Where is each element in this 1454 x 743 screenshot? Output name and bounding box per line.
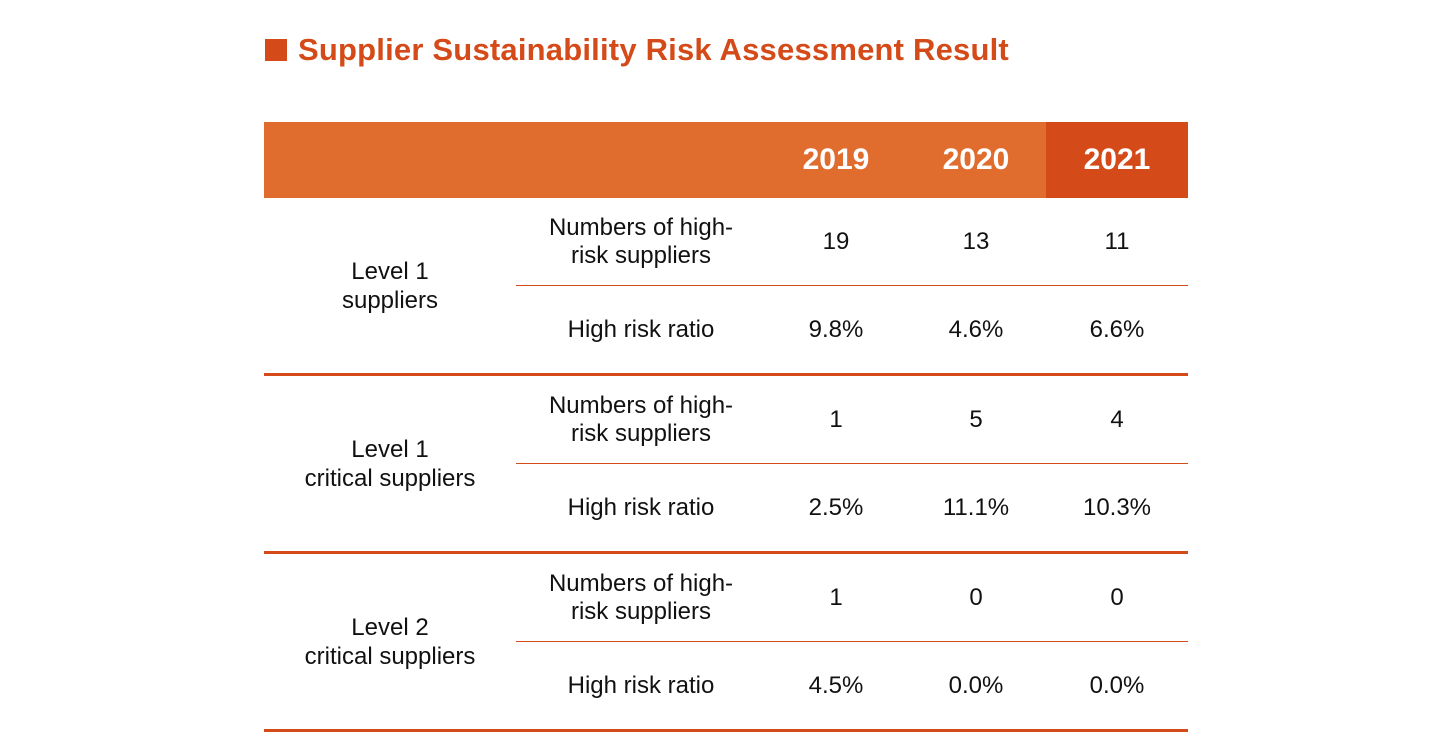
metric-label-high-risk-ratio: High risk ratio bbox=[516, 463, 766, 554]
group-label-level1-suppliers: Level 1 suppliers bbox=[264, 198, 516, 376]
metric-line: risk suppliers bbox=[570, 241, 712, 269]
metric-line: Numbers of high- bbox=[548, 391, 734, 419]
value-cell: 4 bbox=[1046, 374, 1188, 464]
page-title: Supplier Sustainability Risk Assessment … bbox=[298, 32, 1009, 67]
metric-line: risk suppliers bbox=[570, 597, 712, 625]
group-label-level2-critical-suppliers: Level 2 critical suppliers bbox=[264, 552, 516, 732]
value-cell: 10.3% bbox=[1046, 463, 1188, 554]
group-label-line: suppliers bbox=[341, 286, 439, 314]
value-cell: 1 bbox=[766, 552, 906, 642]
value-cell: 4.6% bbox=[906, 285, 1046, 376]
table-row: High risk ratio 4.5% 0.0% 0.0% bbox=[264, 641, 1188, 732]
table-row: Level 1 critical suppliers Numbers of hi… bbox=[264, 374, 1188, 554]
header-year-2019: 2019 bbox=[766, 122, 906, 198]
title-square-icon bbox=[265, 39, 287, 61]
group-label-line: Level 2 bbox=[351, 613, 429, 641]
value-cell: 0.0% bbox=[1046, 641, 1188, 732]
group-label-line: Level 1 bbox=[351, 257, 429, 285]
value-cell: 6.6% bbox=[1046, 285, 1188, 376]
value-cell: 11.1% bbox=[906, 463, 1046, 554]
table-row: Level 1 suppliers Numbers of high- risk … bbox=[264, 198, 1188, 376]
metric-line: Numbers of high- bbox=[548, 213, 734, 241]
header-year-2020: 2020 bbox=[906, 122, 1046, 198]
metric-label-text: Numbers of high- risk suppliers bbox=[526, 214, 756, 270]
metric-label-high-risk-count: Numbers of high- risk suppliers bbox=[516, 198, 766, 286]
value-cell: 1 bbox=[766, 374, 906, 464]
metric-line: Numbers of high- bbox=[548, 569, 734, 597]
value-cell: 5 bbox=[906, 374, 1046, 464]
risk-assessment-table: 2019 2020 2021 Level 1 suppliers Numbers… bbox=[264, 122, 1188, 732]
metric-label-high-risk-ratio: High risk ratio bbox=[516, 285, 766, 376]
table-row: Level 2 critical suppliers Numbers of hi… bbox=[264, 552, 1188, 732]
group-label-line: critical suppliers bbox=[304, 642, 476, 670]
title-row: Supplier Sustainability Risk Assessment … bbox=[265, 28, 1009, 72]
value-cell: 13 bbox=[906, 198, 1046, 286]
table-row: High risk ratio 2.5% 11.1% 10.3% bbox=[264, 463, 1188, 554]
header-empty-group bbox=[264, 122, 516, 198]
table-header-row: 2019 2020 2021 bbox=[264, 122, 1188, 198]
value-cell: 11 bbox=[1046, 198, 1188, 286]
value-cell: 9.8% bbox=[766, 285, 906, 376]
metric-label-high-risk-count: Numbers of high- risk suppliers bbox=[516, 374, 766, 464]
value-cell: 0.0% bbox=[906, 641, 1046, 732]
metric-label-text: Numbers of high- risk suppliers bbox=[526, 392, 756, 448]
metric-line: risk suppliers bbox=[570, 419, 712, 447]
metric-label-high-risk-ratio: High risk ratio bbox=[516, 641, 766, 732]
metric-label-text: Numbers of high- risk suppliers bbox=[526, 570, 756, 626]
value-cell: 19 bbox=[766, 198, 906, 286]
group-label-line: critical suppliers bbox=[304, 464, 476, 492]
value-cell: 0 bbox=[1046, 552, 1188, 642]
table-row: High risk ratio 9.8% 4.6% 6.6% bbox=[264, 285, 1188, 376]
value-cell: 2.5% bbox=[766, 463, 906, 554]
group-label-level1-critical-suppliers: Level 1 critical suppliers bbox=[264, 374, 516, 554]
header-empty-metric bbox=[516, 122, 766, 198]
header-year-2021: 2021 bbox=[1046, 122, 1188, 198]
group-label-line: Level 1 bbox=[351, 435, 429, 463]
value-cell: 0 bbox=[906, 552, 1046, 642]
value-cell: 4.5% bbox=[766, 641, 906, 732]
metric-label-high-risk-count: Numbers of high- risk suppliers bbox=[516, 552, 766, 642]
